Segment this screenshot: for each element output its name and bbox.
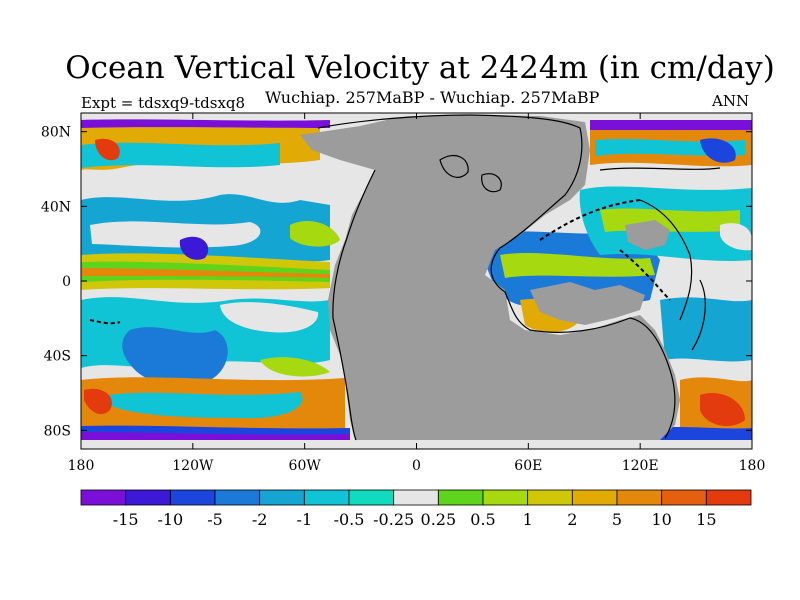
- velocity-patch: [81, 119, 330, 128]
- colorbar-swatch: [527, 489, 573, 506]
- chart-title: Ocean Vertical Velocity at 2424m (in cm/…: [65, 50, 775, 86]
- colorbar-label: -15: [113, 510, 139, 529]
- colorbar: -15 -10 -5 -2 -1 -0.5 -0.25 0.25 0.5 1 2 5 10 15: [80, 489, 752, 529]
- colorbar-label: 1: [523, 510, 533, 529]
- y-tick-label: 80N: [41, 125, 71, 141]
- colorbar-label: -5: [207, 510, 223, 529]
- y-tick-label: 40S: [44, 349, 71, 365]
- colorbar-swatch: [169, 489, 216, 506]
- colorbar-swatch: [303, 489, 350, 506]
- velocity-patch: [700, 392, 745, 427]
- land-mass: [625, 220, 670, 250]
- x-tick-label: 60W: [289, 458, 322, 474]
- velocity-patch: [179, 236, 209, 260]
- velocity-patch: [90, 221, 261, 248]
- colorbar-swatch: [705, 489, 752, 506]
- colorbar-swatch: [482, 489, 529, 506]
- colorbar-label: 0.5: [470, 510, 495, 529]
- ridge-markers: [89, 199, 671, 325]
- velocity-patch: [81, 142, 280, 168]
- velocity-patch: [700, 138, 736, 163]
- colorbar-swatch: [437, 489, 484, 506]
- velocity-patch: [81, 268, 330, 278]
- colorbar-label: -1: [297, 510, 313, 529]
- velocity-patch: [720, 223, 752, 251]
- velocity-patch: [81, 432, 350, 440]
- colorbar-label: 15: [696, 510, 716, 529]
- colorbar-label: 5: [612, 510, 622, 529]
- x-tick-label: 0: [412, 458, 421, 474]
- y-tick-label: 80S: [44, 423, 71, 439]
- colorbar-swatch: [259, 489, 305, 506]
- colorbar-label: -0.5: [334, 510, 365, 529]
- velocity-patch: [122, 327, 228, 387]
- colorbar-label: -10: [157, 510, 183, 529]
- colorbar-swatch: [661, 489, 707, 506]
- colorbar-swatch: [125, 489, 171, 506]
- colorbar-swatch: [393, 489, 439, 506]
- colorbar-swatch: [80, 489, 127, 506]
- velocity-patch: [260, 357, 330, 377]
- coastlines: [317, 114, 721, 441]
- map-axes: 80N 40N 0 40S 80S 180 120W 60W 0 60E 120E 180: [41, 113, 765, 474]
- velocity-patch: [110, 392, 303, 419]
- x-tick-label: 180: [739, 458, 766, 474]
- colorbar-swatch: [571, 489, 618, 506]
- experiment-label: Expt = tdsxq9-tdsxq8: [81, 94, 246, 112]
- x-tick-label: 60E: [514, 458, 542, 474]
- y-tick-label: 0: [62, 274, 71, 290]
- colorbar-label: -0.25: [373, 510, 414, 529]
- velocity-patch: [84, 388, 112, 415]
- map-field: [81, 113, 752, 449]
- velocity-patch: [590, 120, 752, 130]
- land-mass: [530, 282, 645, 325]
- x-tick-label: 120W: [172, 458, 214, 474]
- period-label: ANN: [712, 92, 750, 110]
- land-mass: [300, 115, 680, 440]
- colorbar-label: -2: [252, 510, 268, 529]
- x-tick-label: 120E: [622, 458, 659, 474]
- colorbar-label: 10: [651, 510, 671, 529]
- colorbar-label: 0.25: [421, 510, 457, 529]
- velocity-patch: [500, 253, 655, 278]
- colorbar-swatch: [214, 489, 261, 506]
- velocity-patch: [290, 220, 340, 247]
- x-tick-label: 180: [68, 458, 95, 474]
- velocity-patch: [220, 302, 319, 333]
- velocity-patch: [660, 297, 752, 362]
- chart-subtitle: Wuchiap. 257MaBP - Wuchiap. 257MaBP: [265, 88, 600, 107]
- velocity-patch: [655, 427, 752, 440]
- colorbar-label: 2: [567, 510, 577, 529]
- velocity-patch: [600, 208, 740, 232]
- colorbar-swatch: [616, 489, 663, 506]
- velocity-patch: [95, 138, 120, 161]
- colorbar-swatch: [348, 489, 395, 506]
- y-tick-label: 40N: [41, 199, 71, 215]
